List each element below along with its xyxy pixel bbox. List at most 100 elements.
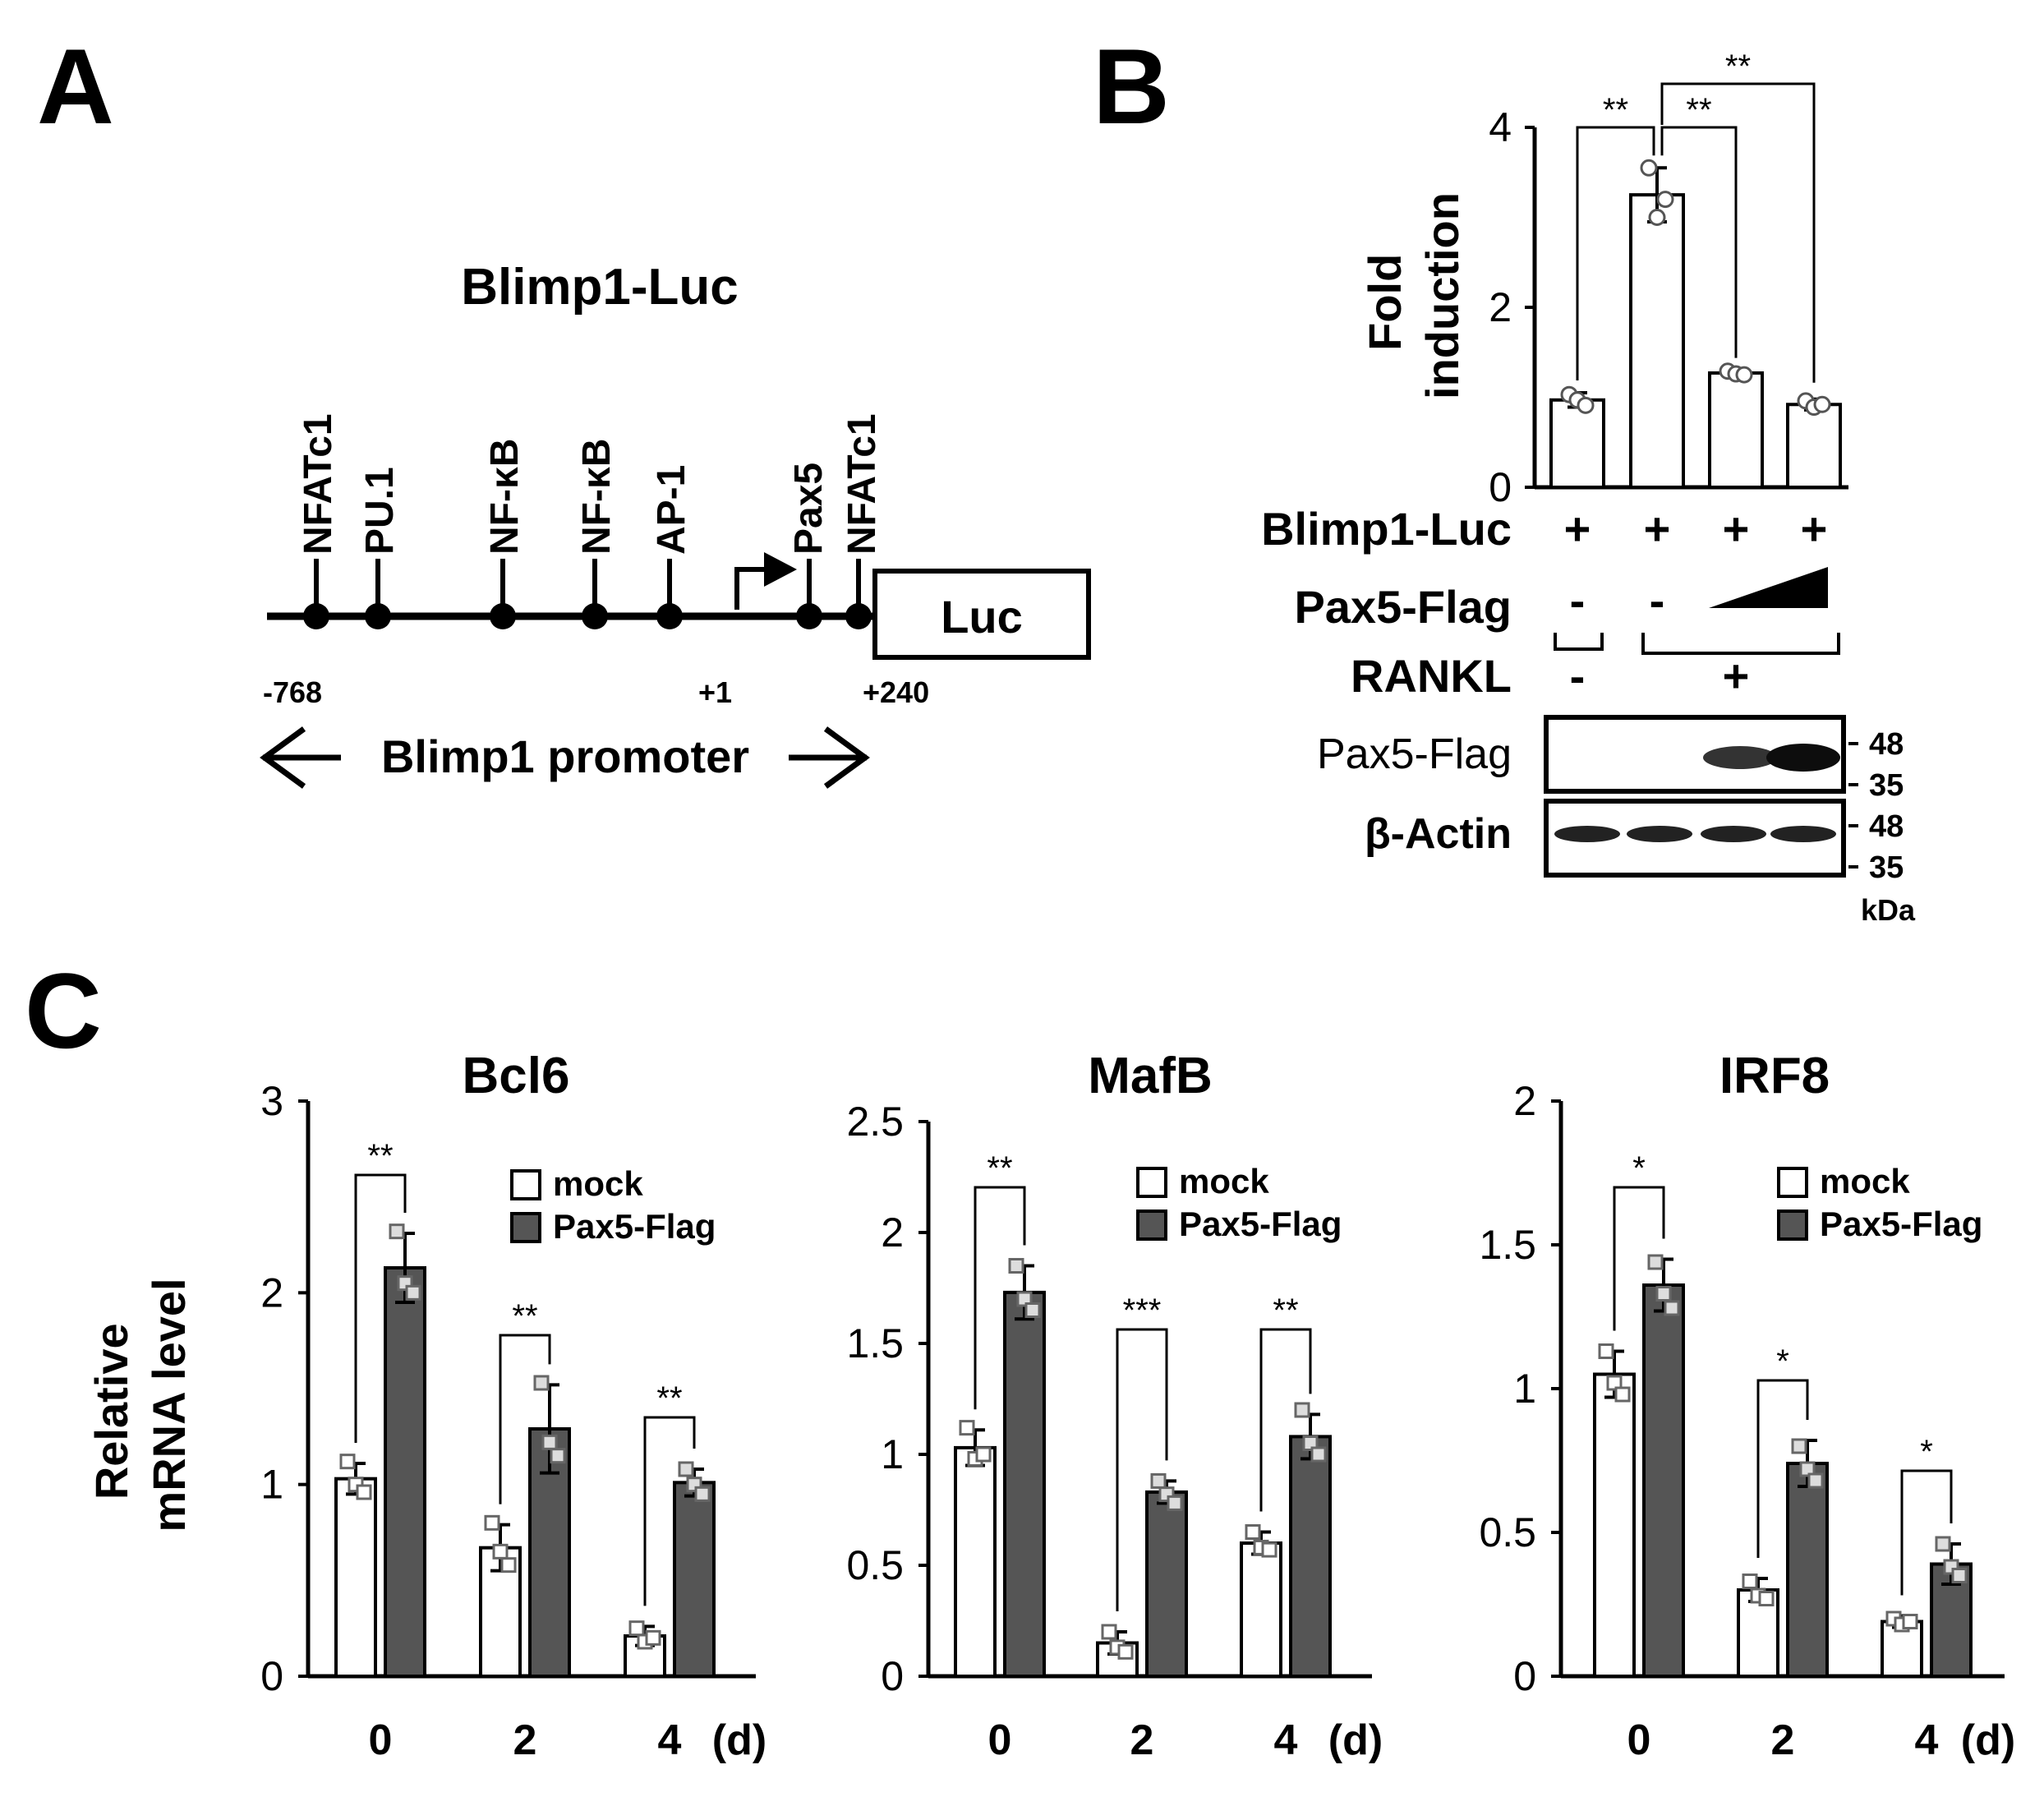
site-3: NF-κB <box>575 439 619 629</box>
bar <box>1786 403 1842 490</box>
chart-title: IRF8 <box>1719 1048 1830 1104</box>
data-point <box>1150 1472 1167 1489</box>
row-label-rankl: RANKL <box>1351 650 1512 702</box>
y-tick-label: 1 <box>260 1462 283 1508</box>
data-point <box>975 1446 992 1463</box>
blot-band <box>1703 746 1777 769</box>
fold-induction-plot: 0 2 4 ** ** ** <box>1489 48 1848 510</box>
bar <box>1003 1290 1046 1679</box>
data-point <box>1791 1438 1807 1454</box>
panel-c-letter: C <box>25 951 102 1071</box>
legend: mock Pax5-Flag <box>510 1164 716 1246</box>
data-point <box>1101 1624 1117 1640</box>
x-tick-label: 2 <box>513 1716 537 1764</box>
y-tick-label: 1.5 <box>846 1320 904 1366</box>
significance-bracket <box>1576 126 1655 381</box>
significance-label: ** <box>1725 48 1751 85</box>
data-point <box>1735 366 1753 384</box>
data-point <box>678 1461 694 1477</box>
significance-bracket <box>1660 126 1738 358</box>
y-tick-label: 2 <box>260 1269 283 1315</box>
data-point <box>1008 1258 1024 1274</box>
data-point <box>541 1434 558 1450</box>
luc-label: Luc <box>941 591 1023 643</box>
bar <box>1593 1372 1636 1678</box>
blot-band <box>1766 744 1840 772</box>
y-tick-label: 0.5 <box>1479 1509 1536 1555</box>
data-point <box>492 1543 509 1560</box>
data-point <box>1598 1343 1614 1359</box>
y-tick-label: 2 <box>1513 1078 1536 1124</box>
y-axis-label-line2: induction <box>1416 192 1468 399</box>
position-tss: +1 <box>698 675 732 709</box>
data-point <box>1310 1446 1327 1463</box>
site-6: NFATc1 <box>840 413 884 629</box>
x-unit-label: (d) <box>712 1716 766 1764</box>
blot-band <box>1701 826 1766 842</box>
chart-title: Bcl6 <box>463 1048 570 1104</box>
bar <box>1240 1541 1282 1678</box>
significance-label: ** <box>367 1138 393 1174</box>
y-tick-label: 0 <box>881 1653 904 1699</box>
blimp1-luc-value-4: + <box>1801 503 1828 555</box>
site-label: NF-κB <box>483 439 527 555</box>
x-tick-label: 2 <box>1771 1716 1795 1764</box>
legend-swatch-pax5 <box>1136 1210 1167 1241</box>
data-point <box>1117 1643 1134 1660</box>
significance-bracket <box>1900 1469 1953 1596</box>
legend-swatch-mock <box>1136 1167 1167 1198</box>
blot-label-actin: β-Actin <box>1365 810 1512 858</box>
legend-swatch-mock <box>1777 1167 1808 1198</box>
site-label: Pax5 <box>787 463 831 555</box>
legend-label-mock: mock <box>1820 1162 1910 1200</box>
data-point <box>1614 1386 1631 1403</box>
data-point <box>1656 191 1674 209</box>
c-y-axis-label-line2: mRNA level <box>143 1278 195 1532</box>
promoter-span-arrows <box>260 726 870 789</box>
data-point <box>339 1454 356 1470</box>
mafb-chart: MafB 0 0.5 1 1.5 2 2.5 0 ** 2 *** 4 ** (d) mock Pax5-Fl… <box>846 1048 1383 1764</box>
bar <box>1549 398 1605 489</box>
data-point <box>1167 1495 1183 1511</box>
x-tick-label: 4 <box>658 1716 682 1764</box>
construct-title: Blimp1-Luc <box>461 259 739 316</box>
site-label: AP-1 <box>650 465 693 555</box>
legend-label-pax5: Pax5-Flag <box>553 1207 716 1246</box>
data-point <box>1648 209 1666 226</box>
bcl6-chart: Bcl6 0 1 2 3 0 ** 2 ** 4 ** (d) mock Pax5-Flag <box>260 1048 766 1764</box>
significance-bracket <box>1613 1186 1665 1331</box>
bar <box>954 1445 997 1679</box>
significance-label: ** <box>1686 92 1711 128</box>
panel-a-letter: A <box>37 26 114 146</box>
data-point <box>1902 1614 1918 1629</box>
significance-label: * <box>1632 1150 1646 1186</box>
legend-swatch-pax5 <box>1777 1210 1808 1241</box>
y-tick-label: 0.5 <box>846 1542 904 1588</box>
bar <box>1145 1490 1188 1679</box>
legend-label-mock: mock <box>1179 1162 1269 1200</box>
bar <box>1708 371 1764 489</box>
significance-label: ** <box>1603 92 1628 128</box>
site-label: NF-κB <box>575 439 619 555</box>
y-tick-label: 2 <box>1489 284 1512 330</box>
x-tick-label: 4 <box>1915 1716 1939 1764</box>
data-point <box>959 1420 975 1436</box>
site-0: NFATc1 <box>297 413 340 629</box>
x-unit-label: (d) <box>1328 1716 1383 1764</box>
significance-label: ** <box>1273 1292 1298 1329</box>
significance-bracket <box>354 1173 407 1443</box>
legend: mock Pax5-Flag <box>1136 1162 1342 1243</box>
y-tick-label: 3 <box>260 1078 283 1124</box>
significance-bracket <box>1259 1328 1312 1512</box>
y-tick-label: 1 <box>881 1431 904 1477</box>
data-point <box>694 1486 711 1502</box>
blot-band <box>1770 826 1836 842</box>
significance-label: ** <box>512 1298 537 1334</box>
data-point <box>550 1448 566 1464</box>
c-y-axis-label: Relative mRNA level <box>85 1278 195 1532</box>
bar <box>1642 1283 1685 1678</box>
site-1: PU.1 <box>358 467 402 629</box>
legend-label-pax5: Pax5-Flag <box>1179 1205 1342 1243</box>
tss-arrow <box>734 552 797 610</box>
